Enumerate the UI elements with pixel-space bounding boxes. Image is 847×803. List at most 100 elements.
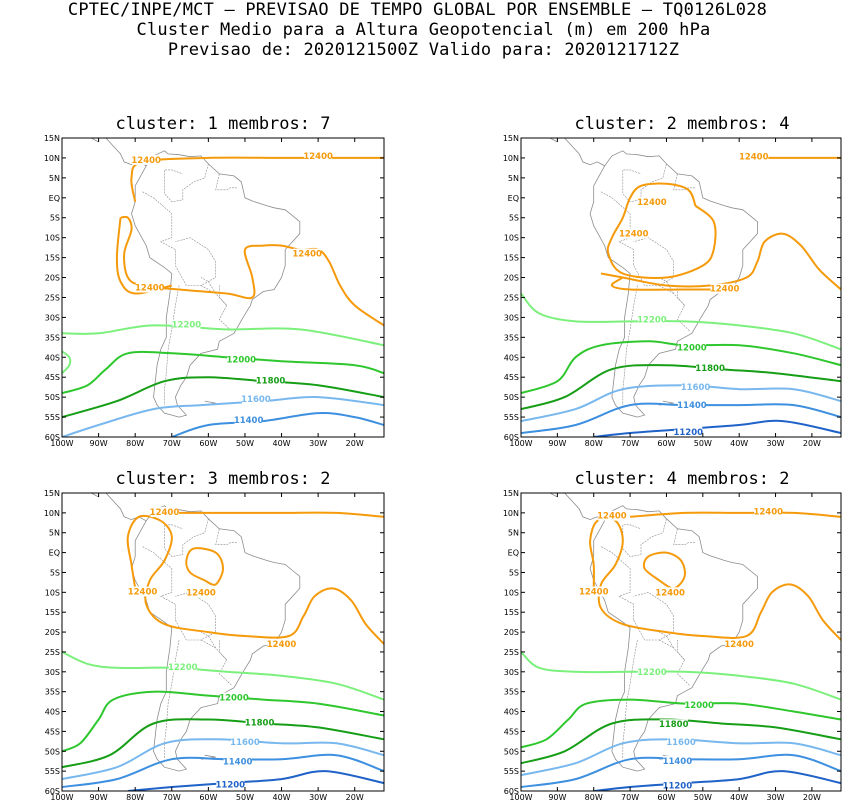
coastline: [91, 138, 99, 143]
lat-tick-label: 5S: [509, 568, 519, 577]
lat-tick-label: 55S: [45, 767, 60, 776]
country-border: [677, 285, 685, 306]
country-border: [622, 518, 667, 557]
lat-tick-label: 25S: [504, 648, 519, 657]
contour-label-bg: [230, 737, 259, 748]
contour-label-12400: 12400: [128, 588, 158, 598]
lon-tick-label: 100W: [50, 439, 73, 448]
coastline: [564, 138, 605, 167]
lon-tick-label: 20W: [346, 793, 364, 802]
lat-tick-label: 45S: [45, 373, 60, 382]
lat-tick-label: 35S: [45, 333, 60, 342]
contour-label-bg: [637, 666, 666, 677]
contour-label-bg: [710, 283, 739, 294]
contour-label-bg: [696, 363, 725, 374]
lat-tick-label: 60S: [504, 433, 519, 442]
lon-tick-label: 60W: [657, 793, 675, 802]
contour-label-12400: 12400: [579, 588, 609, 598]
lat-tick-label: 10S: [45, 588, 60, 597]
contour-label-12400: 12400: [131, 156, 161, 166]
contour-label-bg: [637, 196, 666, 207]
contour-label-bg: [677, 342, 706, 353]
contour-label-12400: 12400: [637, 198, 667, 208]
contour-12000: [62, 350, 384, 395]
lon-tick-label: 80W: [585, 439, 603, 448]
contour-label-11600: 11600: [230, 738, 260, 748]
lat-tick-label: 10N: [503, 154, 519, 163]
panel-title-3: cluster: 3 membros: 2: [115, 469, 331, 489]
contour-label-bg: [674, 426, 703, 437]
contour-12400: [589, 517, 841, 641]
lat-tick-label: 25S: [504, 293, 519, 302]
contour-label-bg: [219, 692, 248, 703]
contour-label-bg: [656, 587, 685, 598]
country-border: [673, 528, 696, 545]
header-line-3: Previsao de: 2020121500Z Valido para: 20…: [167, 40, 680, 60]
contour-12400: [642, 551, 686, 590]
lat-tick-label: 5S: [50, 214, 60, 223]
contour-label-bg: [256, 375, 285, 386]
contour-12400: [600, 232, 841, 291]
contour-label-bg: [725, 638, 754, 649]
lat-tick-label: EQ: [508, 549, 519, 558]
contour-11600: [62, 396, 384, 437]
lon-tick-label: 90W: [90, 439, 108, 448]
map-frame: [61, 137, 385, 438]
lat-tick-label: 35S: [504, 688, 519, 697]
map-panel-3: 12400 12400 12400 12400 12200 12000 11800 11600…: [44, 489, 385, 802]
lon-tick-label: 60W: [657, 439, 675, 448]
lat-tick-label: 50S: [45, 393, 60, 402]
lat-tick-label: 45S: [45, 727, 60, 736]
contour-label-11800: 11800: [695, 364, 725, 374]
contour-label-bg: [663, 755, 692, 766]
lon-tick-label: 60W: [199, 439, 217, 448]
contour-label-bg: [132, 154, 161, 165]
contour-label-bg: [293, 248, 322, 259]
lon-tick-label: 40W: [272, 439, 290, 448]
lat-tick-label: 50S: [504, 393, 519, 402]
map-panel-3-content: 12400 12400 12400 12400 12200 12000 11800 11600…: [62, 493, 384, 791]
header-line-2: Cluster Medio para a Altura Geopotencial…: [136, 20, 711, 40]
contour-label-bg: [677, 400, 706, 411]
coastline: [549, 138, 558, 143]
lat-tick-label: 40S: [45, 353, 60, 362]
contour-label-bg: [685, 699, 714, 710]
contour-label-11200: 11200: [216, 781, 246, 791]
lon-tick-label: 70W: [163, 439, 181, 448]
contour-label-11200: 11200: [673, 428, 703, 438]
lon-tick-label: 30W: [766, 793, 784, 802]
country-border: [633, 237, 674, 286]
contour-label-11200: 11200: [663, 781, 693, 791]
contour-label-bg: [754, 506, 783, 517]
contour-12400: [610, 276, 721, 291]
coastline: [589, 150, 758, 418]
lon-tick-label: 80W: [585, 793, 603, 802]
country-border: [622, 163, 667, 203]
contour-label-12200: 12200: [168, 663, 198, 673]
contour-12000: [62, 690, 384, 753]
contour-label-12200: 12200: [637, 315, 667, 325]
lat-tick-label: 15S: [504, 254, 519, 263]
lon-tick-label: 80W: [126, 793, 144, 802]
map-panel-2: 12400 12400 12400 12400 12200 12000 11800 11600…: [503, 134, 842, 448]
country-border: [215, 528, 238, 545]
lon-tick-label: 70W: [163, 793, 181, 802]
lon-tick-label: 30W: [309, 793, 327, 802]
lon-tick-label: 100W: [509, 439, 532, 448]
lat-tick-label: 20S: [504, 274, 519, 283]
lat-tick-label: 30S: [504, 313, 519, 322]
lat-tick-label: 20S: [45, 628, 60, 637]
contour-label-12400: 12400: [739, 153, 769, 163]
lat-tick-label: 10S: [504, 588, 519, 597]
contour-label-11400: 11400: [663, 757, 693, 767]
country-border: [659, 639, 691, 686]
country-border: [200, 639, 233, 686]
contour-label-11600: 11600: [666, 738, 696, 748]
lon-tick-label: 90W: [90, 793, 108, 802]
contour-label-bg: [681, 382, 710, 393]
coastline: [589, 505, 758, 772]
contour-12200: [62, 324, 384, 347]
lat-tick-label: 40S: [45, 708, 60, 717]
contour-label-12400: 12400: [150, 508, 180, 518]
contour-label-bg: [150, 507, 179, 518]
